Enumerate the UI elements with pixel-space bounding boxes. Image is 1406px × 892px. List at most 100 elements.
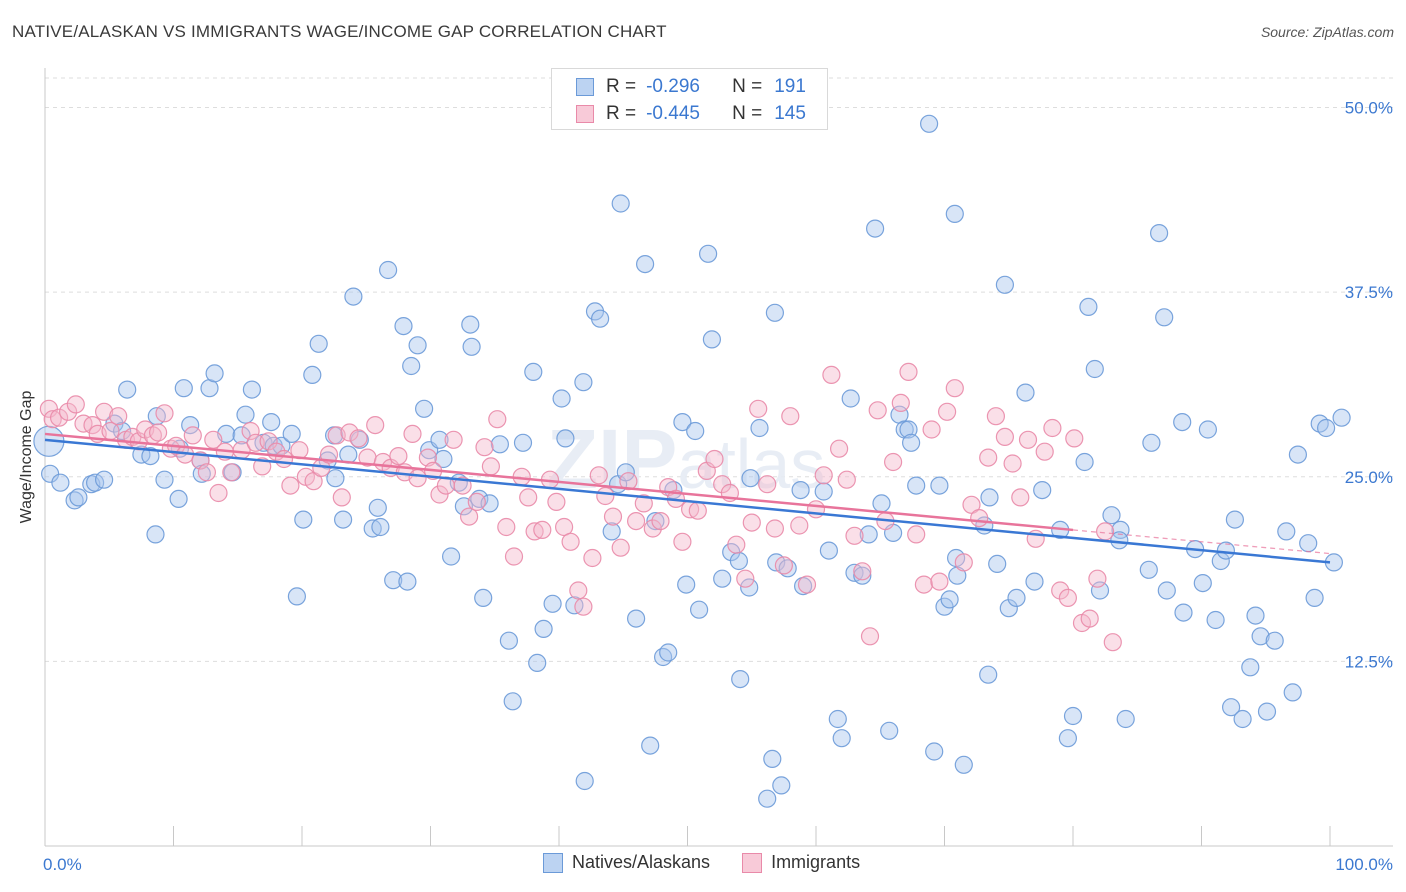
point-natives (462, 337, 481, 356)
point-natives (394, 317, 413, 336)
point-natives (398, 572, 417, 591)
point-natives (741, 469, 760, 488)
point-natives (363, 519, 382, 538)
point-natives (282, 424, 301, 443)
point-immigrants (937, 402, 957, 421)
point-immigrants (525, 522, 544, 541)
stats-row-immigrants: R = -0.445 N = 145 (576, 102, 806, 126)
point-natives (841, 389, 860, 408)
point-immigrants (1043, 418, 1062, 438)
point-immigrants (58, 402, 78, 421)
point-immigrants (619, 472, 638, 491)
point-natives (461, 315, 480, 334)
point-natives (930, 476, 949, 495)
point-natives (1174, 603, 1193, 622)
point-immigrants (209, 483, 228, 503)
point-immigrants (634, 494, 653, 513)
point-natives (626, 609, 646, 628)
immigrants-swatch (576, 105, 594, 123)
point-immigrants (66, 395, 85, 414)
point-natives (954, 755, 973, 774)
point-natives (1075, 452, 1094, 472)
point-natives (490, 435, 509, 454)
point-natives (326, 469, 345, 488)
series-immigrants (39, 362, 1122, 652)
point-immigrants (781, 407, 800, 426)
point-immigrants (94, 402, 114, 421)
point-natives (155, 470, 174, 489)
point-natives (499, 631, 518, 650)
point-immigrants (891, 393, 910, 412)
axes (44, 68, 1393, 847)
point-natives (434, 449, 453, 469)
point-natives (430, 430, 449, 449)
point-immigrants (995, 427, 1015, 446)
point-natives (919, 114, 939, 133)
point-natives (1316, 418, 1336, 438)
legend-label-immigrants: Immigrants (771, 852, 861, 872)
point-immigrants (758, 475, 777, 494)
point-natives (1283, 683, 1302, 702)
point-natives (146, 525, 165, 544)
point-natives (1007, 588, 1026, 608)
point-immigrants (899, 362, 918, 381)
point-natives (565, 596, 584, 615)
point-natives (334, 510, 353, 529)
point-natives (1265, 631, 1284, 650)
point-natives (641, 736, 660, 755)
point-natives (1206, 610, 1225, 630)
point-immigrants (197, 463, 216, 482)
point-natives (1246, 606, 1265, 625)
point-natives (384, 571, 403, 590)
n-label: N = (732, 103, 763, 124)
point-natives (408, 336, 427, 355)
point-natives (940, 590, 959, 609)
point-natives (872, 494, 891, 513)
point-natives (880, 721, 899, 740)
natives-swatch (576, 78, 594, 96)
point-immigrants (43, 410, 62, 429)
point-natives (832, 729, 851, 748)
point-immigrants (673, 532, 692, 551)
point-natives (590, 309, 610, 328)
point-immigrants (1035, 442, 1054, 461)
point-natives (368, 498, 387, 517)
n-value: 191 (774, 76, 806, 97)
point-immigrants (822, 365, 841, 384)
point-immigrants (488, 410, 507, 429)
point-immigrants (979, 448, 998, 467)
point-natives (901, 433, 921, 452)
point-immigrants (727, 535, 746, 554)
point-immigrants (829, 439, 849, 458)
point-natives (575, 771, 594, 791)
point-immigrants (467, 492, 486, 511)
point-natives (69, 488, 88, 507)
legend-label-natives: Natives/Alaskans (572, 852, 711, 872)
point-immigrants (204, 430, 223, 449)
point-natives (1102, 506, 1121, 525)
point-immigrants (797, 575, 817, 594)
point-natives (1241, 658, 1260, 677)
point-natives (1025, 572, 1044, 591)
point-natives (574, 373, 593, 392)
point-immigrants (533, 520, 552, 540)
point-immigrants (930, 572, 949, 591)
point-natives (1079, 297, 1098, 316)
point-natives (524, 362, 543, 381)
point-natives (379, 260, 398, 280)
n-label: N = (732, 76, 763, 97)
r-label: R = (606, 76, 637, 97)
point-natives (174, 379, 193, 398)
point-natives (232, 426, 251, 445)
point-immigrants (241, 421, 260, 441)
point-immigrants (603, 507, 623, 526)
y-tick-label: 50.0% (1345, 99, 1393, 118)
point-natives (503, 692, 522, 711)
point-immigrants (774, 556, 794, 575)
point-immigrants (970, 508, 989, 528)
point-natives (1233, 709, 1252, 729)
point-natives (673, 413, 692, 432)
point-immigrants (547, 492, 566, 511)
point-immigrants (806, 500, 826, 519)
point-natives (1198, 420, 1218, 439)
